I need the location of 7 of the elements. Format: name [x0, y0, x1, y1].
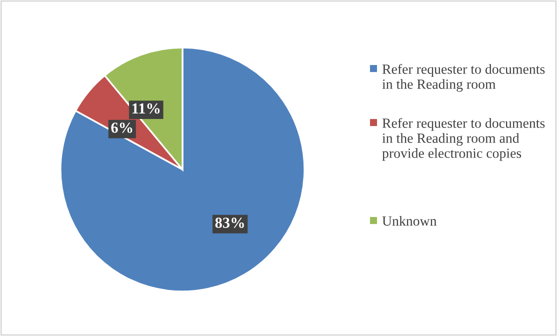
legend-label: Unknown — [382, 216, 437, 226]
data-label: 11% — [132, 103, 160, 114]
data-label: 6% — [111, 122, 132, 133]
legend-label: Refer requester to documents in the Reading room and provide electronic copies — [382, 118, 545, 161]
legend-label: Refer requester to documents in the Reading room — [382, 64, 545, 92]
data-label: 83% — [215, 218, 244, 228]
pie-slice — [60, 46, 306, 292]
